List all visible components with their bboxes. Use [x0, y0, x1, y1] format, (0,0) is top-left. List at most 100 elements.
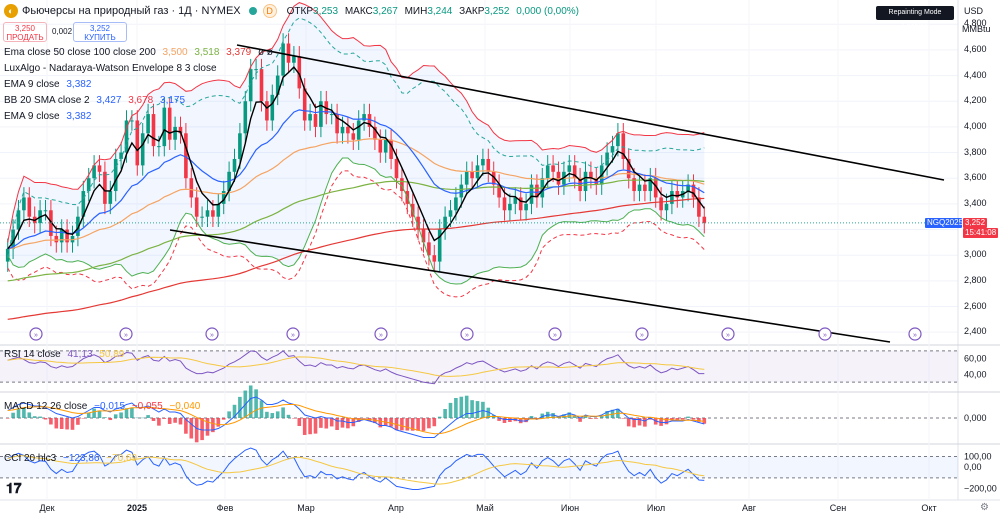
symbol-title[interactable]: Фьючерсы на природный газ · 1Д · NYMEX — [22, 5, 241, 17]
event-marker-icon: » — [818, 327, 832, 341]
macd-histogram-bar — [626, 418, 631, 427]
macd-histogram-bar — [432, 418, 437, 427]
macd-histogram-bar — [184, 418, 188, 434]
candle — [605, 142, 609, 176]
currency-label[interactable]: USD — [964, 6, 984, 16]
settings-gear-icon[interactable]: ⚙ — [980, 502, 989, 513]
macd-histogram-bar — [356, 418, 361, 422]
event-marker-icon: » — [374, 327, 388, 341]
candle-body — [211, 210, 215, 217]
candle — [113, 148, 118, 202]
delayed-data-badge[interactable]: D — [262, 4, 277, 18]
macd-histogram-bar — [594, 418, 599, 419]
macd-signal-line — [7, 403, 705, 435]
macd-histogram-bar — [54, 418, 59, 429]
event-marker-glyph: » — [913, 332, 917, 339]
trend-lines: » » » » » » » » » » » — [0, 44, 958, 343]
tradingview-logo-icon[interactable]: 𝟏𝟕 — [6, 480, 22, 496]
macd-histogram-bar — [70, 418, 75, 430]
cci-tick-label: 100,00 — [964, 452, 992, 462]
event-marker-icon: » — [460, 327, 474, 341]
candle — [216, 193, 221, 227]
macd-histogram-bar — [664, 418, 669, 425]
macd-histogram-bar — [205, 418, 210, 436]
envelope-upper-line — [7, 17, 705, 258]
repainting-mode-notice: Repainting Mode Enabled — [876, 6, 954, 30]
candle-body — [610, 146, 615, 153]
candle-body — [292, 56, 296, 63]
macd-histogram-bar — [232, 404, 237, 418]
legend-cci[interactable]: CCI 20 hlc3 −123,86 −70,69 — [4, 453, 138, 464]
time-tick-label: Апр — [388, 503, 404, 513]
candle-body — [259, 69, 264, 102]
unit-label: MMBtu — [962, 24, 991, 34]
candle — [286, 33, 291, 73]
buy-label: КУПИТЬ — [84, 33, 116, 42]
macd-histogram-bar — [427, 418, 431, 429]
macd-histogram-bar — [286, 414, 291, 418]
legend-bollinger[interactable]: BB 20 SMA close 2 3,427 3,678 3,175 — [4, 95, 186, 106]
candle — [302, 78, 307, 131]
candle — [173, 116, 177, 150]
macd-tick-label: 0,000 — [964, 413, 987, 423]
symbol-logo-icon: ◐ — [4, 4, 18, 18]
macd-histogram-bar — [702, 418, 707, 424]
event-marker-icon: » — [29, 327, 43, 341]
candle-body — [281, 43, 285, 76]
candle-body — [691, 184, 696, 198]
candle-body — [16, 210, 21, 230]
legend-luxalgo[interactable]: LuxAlgo - Nadaraya-Watson Envelope 8 3 c… — [4, 63, 217, 74]
candle — [378, 129, 383, 163]
macd-histogram-bar — [632, 418, 636, 428]
macd-histogram-bar — [162, 418, 167, 419]
macd-histogram-bar — [459, 396, 464, 418]
macd-histogram-bar — [211, 418, 215, 433]
event-marker-glyph: » — [553, 332, 557, 339]
candle — [308, 103, 312, 131]
macd-histogram-bar — [216, 418, 221, 427]
macd-histogram-bar — [270, 413, 275, 418]
cci-line — [7, 447, 705, 491]
candle — [92, 155, 96, 189]
sell-label: ПРОДАТЬ — [6, 33, 44, 42]
event-marker-icon: » — [635, 327, 649, 341]
cci-tick-label: −200,00 — [964, 483, 997, 493]
candle-body — [167, 107, 172, 140]
macd-histogram-bar — [135, 417, 140, 419]
macd-histogram-bar — [22, 407, 26, 418]
legend-rsi[interactable]: RSI 14 close 41,13 50,89 — [4, 349, 125, 360]
legend-macd[interactable]: MACD 12 26 close −0,015 −0,055 −0,040 — [4, 401, 201, 412]
macd-histogram-bar — [108, 418, 113, 421]
candle — [86, 167, 91, 202]
legend-ema9-b[interactable]: EMA 9 close 3,382 — [4, 111, 92, 122]
macd-histogram-bar — [410, 418, 415, 431]
time-tick-label: Окт — [921, 503, 937, 513]
candle — [49, 200, 53, 247]
macd-histogram-bar — [416, 418, 420, 431]
macd-histogram-bar — [86, 412, 91, 418]
macd-histogram-bar — [605, 411, 609, 418]
candle-body — [626, 158, 631, 179]
event-marker-glyph: » — [379, 332, 383, 339]
sell-button[interactable]: 3,250 ПРОДАТЬ — [3, 22, 47, 42]
open-value: 3,253 — [313, 5, 339, 17]
legend-ema-multi[interactable]: Ema close 50 close 100 close 200 3,500 3… — [4, 47, 273, 58]
candle-body — [76, 216, 80, 236]
cci-band — [0, 456, 958, 478]
candle — [626, 148, 631, 189]
macd-histogram-bar — [113, 414, 118, 418]
buy-button[interactable]: 3,252 КУПИТЬ — [73, 22, 127, 42]
candle-body — [346, 126, 350, 134]
macd-histogram-bar — [157, 418, 161, 426]
candle-body — [54, 235, 59, 243]
candle-body — [265, 101, 269, 121]
candle-body — [362, 114, 366, 121]
candle-body — [113, 158, 118, 192]
candle — [167, 97, 172, 150]
spread-value: 0,002 — [52, 27, 73, 36]
candle — [367, 103, 372, 138]
candle — [421, 219, 426, 253]
legend-ema9-a[interactable]: EMA 9 close 3,382 — [4, 79, 92, 90]
channel-lower-line — [169, 229, 891, 343]
